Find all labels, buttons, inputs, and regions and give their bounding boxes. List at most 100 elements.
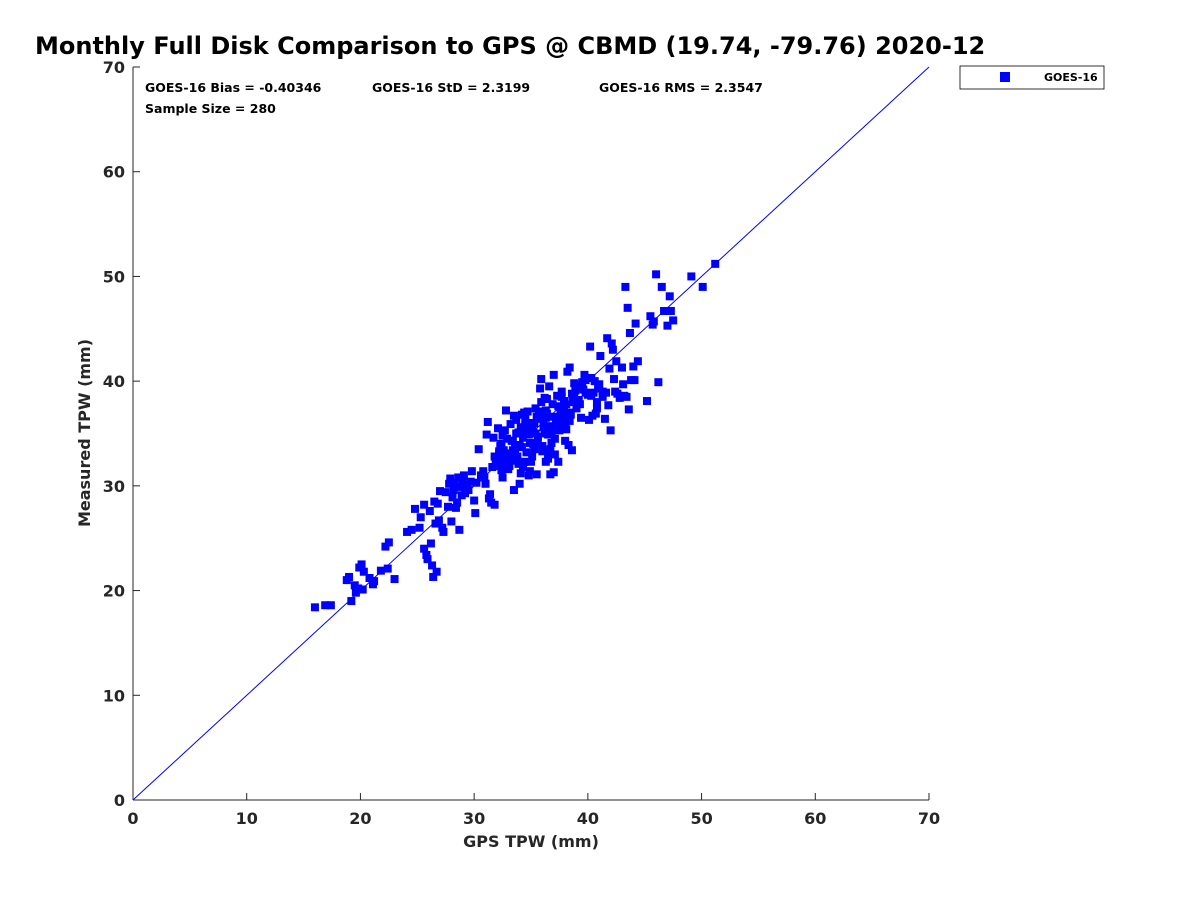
data-point xyxy=(489,433,498,442)
data-point xyxy=(588,411,597,420)
data-point xyxy=(527,457,535,466)
data-points xyxy=(310,259,720,612)
data-point xyxy=(354,584,363,593)
data-point xyxy=(511,450,520,459)
data-point xyxy=(472,478,481,487)
data-point xyxy=(482,430,491,439)
data-point xyxy=(512,429,521,438)
data-point xyxy=(540,429,549,438)
data-point xyxy=(365,574,374,583)
data-point xyxy=(541,413,550,422)
data-point xyxy=(547,427,556,436)
data-point xyxy=(376,566,385,575)
data-point xyxy=(496,454,505,463)
data-point xyxy=(537,398,546,407)
data-point xyxy=(570,393,579,402)
x-tick-label: 20 xyxy=(349,809,371,828)
data-point xyxy=(663,321,672,330)
data-point xyxy=(520,457,529,466)
data-point xyxy=(466,477,475,486)
data-point xyxy=(592,398,601,407)
stat-rms: GOES-16 RMS = 2.3547 xyxy=(599,80,763,95)
data-point xyxy=(445,479,454,488)
data-point xyxy=(464,486,473,495)
data-point xyxy=(548,412,557,421)
data-point xyxy=(458,476,467,485)
data-point xyxy=(711,259,720,268)
y-tick-label: 40 xyxy=(103,372,125,391)
data-point xyxy=(514,459,523,468)
data-point xyxy=(554,457,563,466)
data-point xyxy=(517,443,526,452)
data-point xyxy=(557,392,566,401)
data-point xyxy=(598,392,607,401)
data-point xyxy=(321,601,330,610)
data-point xyxy=(531,429,540,438)
data-point xyxy=(515,479,524,488)
data-point xyxy=(522,448,531,457)
data-point xyxy=(606,426,615,435)
data-point xyxy=(536,384,545,393)
data-point xyxy=(625,328,634,337)
data-point xyxy=(345,572,354,581)
data-point xyxy=(587,391,596,400)
data-point xyxy=(602,388,611,397)
data-point xyxy=(436,487,445,496)
x-tick-label: 50 xyxy=(690,809,712,828)
data-point xyxy=(549,468,558,477)
data-point xyxy=(532,412,541,421)
data-point xyxy=(479,467,488,476)
data-point xyxy=(505,461,514,470)
data-point xyxy=(529,439,538,448)
data-point xyxy=(528,452,537,461)
y-axis-label: Measured TPW (mm) xyxy=(75,339,94,527)
data-point xyxy=(509,486,518,495)
data-point xyxy=(538,442,547,451)
data-point xyxy=(508,446,517,455)
data-point xyxy=(490,500,499,509)
data-point xyxy=(483,417,492,426)
data-point xyxy=(447,517,456,526)
data-point xyxy=(403,527,412,536)
data-point xyxy=(455,525,464,534)
x-tick-label: 30 xyxy=(463,809,485,828)
data-point xyxy=(470,496,479,505)
data-point xyxy=(516,423,525,432)
data-point xyxy=(561,436,570,445)
data-point xyxy=(577,413,586,422)
data-point xyxy=(454,473,463,482)
data-point xyxy=(562,400,571,409)
data-point xyxy=(580,370,589,379)
data-point xyxy=(422,550,431,559)
data-point xyxy=(351,588,360,597)
data-point xyxy=(578,378,587,387)
data-point xyxy=(495,447,504,456)
data-point xyxy=(384,538,393,547)
data-point xyxy=(370,577,379,586)
data-point xyxy=(453,498,462,507)
data-point xyxy=(565,363,574,372)
x-tick-label: 70 xyxy=(918,809,940,828)
data-point xyxy=(498,473,507,482)
data-point xyxy=(494,424,503,433)
data-point xyxy=(501,406,510,415)
data-point xyxy=(539,423,548,432)
data-point xyxy=(507,436,516,445)
data-point xyxy=(467,467,476,476)
data-point xyxy=(500,426,509,435)
data-point xyxy=(446,474,455,483)
data-point xyxy=(522,428,531,437)
data-point xyxy=(521,414,530,423)
data-point xyxy=(617,363,626,372)
data-point xyxy=(541,406,550,415)
data-point xyxy=(451,503,460,512)
data-point xyxy=(480,473,489,482)
data-point xyxy=(383,564,392,573)
data-point xyxy=(654,378,663,387)
x-axis-label: GPS TPW (mm) xyxy=(463,832,599,851)
data-point xyxy=(652,270,661,279)
y-tick-label: 30 xyxy=(103,477,125,496)
data-point xyxy=(630,376,639,385)
data-point xyxy=(657,282,666,291)
data-point xyxy=(567,446,576,455)
